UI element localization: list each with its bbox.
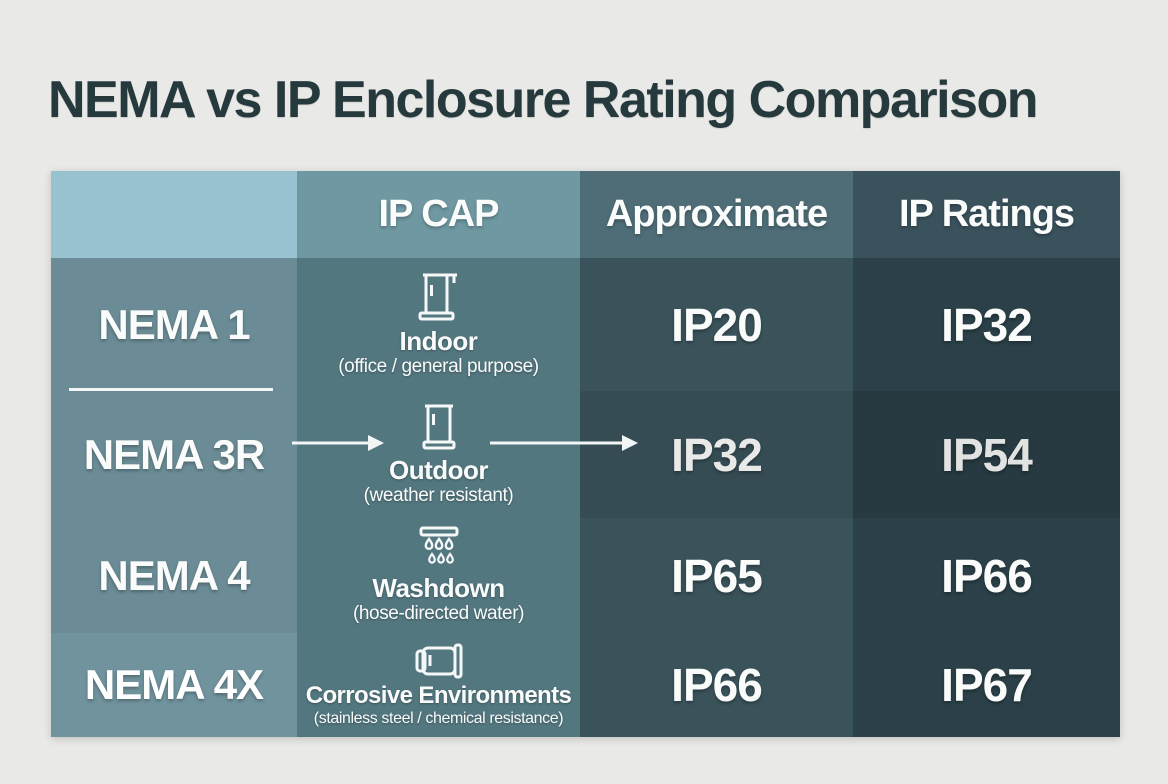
ip-rating-value: IP67 [941,659,1033,711]
environment-sublabel: (office / general purpose) [338,355,539,377]
nema-4-approximate-cell: IP65 [580,518,853,633]
nema-1-underline [69,388,273,391]
nema-rating-label: NEMA 1 [98,300,250,348]
ip-rating-value: IP54 [941,428,1033,481]
nema-4x-approximate-cell: IP66 [580,633,853,737]
header-label: IP Ratings [898,193,1075,235]
nema-rating-label: NEMA 4 [98,551,250,599]
nema-4-ip-rating-cell: IP66 [853,518,1120,633]
approximate-ip-value: IP20 [671,298,763,351]
washdown-spray-icon [412,525,466,571]
header-approximate: Approximate [580,171,853,258]
environment-sublabel: (stainless steel / chemical resistance) [313,710,564,728]
header-empty-cell [51,171,297,258]
nema-4x-ip-rating-cell: IP67 [853,633,1120,737]
nema-1-cell: NEMA 1 [51,258,297,391]
nema-3r-approximate-cell: IP32 [580,391,853,518]
environment-label: Washdown [372,573,505,604]
ip-rating-value: IP32 [941,298,1033,351]
header-ip-cap: IP CAP [297,171,580,258]
indoor-enclosure-icon [413,270,463,324]
nema-3r-ip-rating-cell: IP54 [853,391,1120,518]
environment-label: Outdoor [388,455,489,486]
header-label: Approximate [605,193,828,235]
approximate-ip-value: IP32 [671,428,763,481]
comparison-table: IP CAP Approximate IP Ratings NEMA 1 Ind… [51,171,1120,737]
nema-1-ip-rating-cell: IP32 [853,258,1120,391]
nema-3r-environment-cell: Outdoor (weather resistant) [297,391,580,518]
outdoor-enclosure-icon [417,401,461,453]
environment-sublabel: (hose-directed water) [352,602,525,624]
environment-label: Corrosive Environments [305,681,572,709]
page-title: NEMA vs IP Enclosure Rating Comparison [48,71,1039,129]
nema-rating-label: NEMA 3R [83,430,265,478]
corrosive-tank-icon [409,642,467,680]
nema-rating-label: NEMA 4X [84,661,264,708]
environment-sublabel: (weather resistant) [363,484,514,506]
nema-4x-environment-cell: Corrosive Environments (stainless steel … [297,633,580,737]
nema-4-environment-cell: Washdown (hose-directed water) [297,518,580,633]
nema-3r-cell: NEMA 3R [51,391,297,518]
header-ip-ratings: IP Ratings [853,171,1120,258]
nema-1-approximate-cell: IP20 [580,258,853,391]
nema-1-environment-cell: Indoor (office / general purpose) [297,258,580,391]
approximate-ip-value: IP66 [671,659,763,711]
nema-4x-cell: NEMA 4X [51,633,297,737]
nema-4-cell: NEMA 4 [51,518,297,633]
approximate-ip-value: IP65 [671,549,763,602]
environment-label: Indoor [399,326,478,357]
ip-rating-value: IP66 [941,549,1033,602]
header-label: IP CAP [378,193,499,235]
